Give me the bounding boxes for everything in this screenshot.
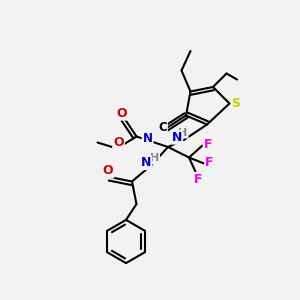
Text: F: F: [205, 155, 214, 169]
Text: N: N: [142, 131, 153, 145]
Text: F: F: [204, 137, 212, 151]
Text: S: S: [232, 97, 241, 110]
Text: H: H: [178, 128, 188, 138]
Text: O: O: [103, 164, 113, 178]
Text: O: O: [113, 136, 124, 149]
Text: N: N: [141, 156, 151, 169]
Text: C: C: [158, 121, 167, 134]
Text: H: H: [150, 153, 159, 164]
Text: F: F: [194, 173, 202, 186]
Text: N: N: [172, 130, 182, 144]
Text: O: O: [116, 106, 127, 120]
